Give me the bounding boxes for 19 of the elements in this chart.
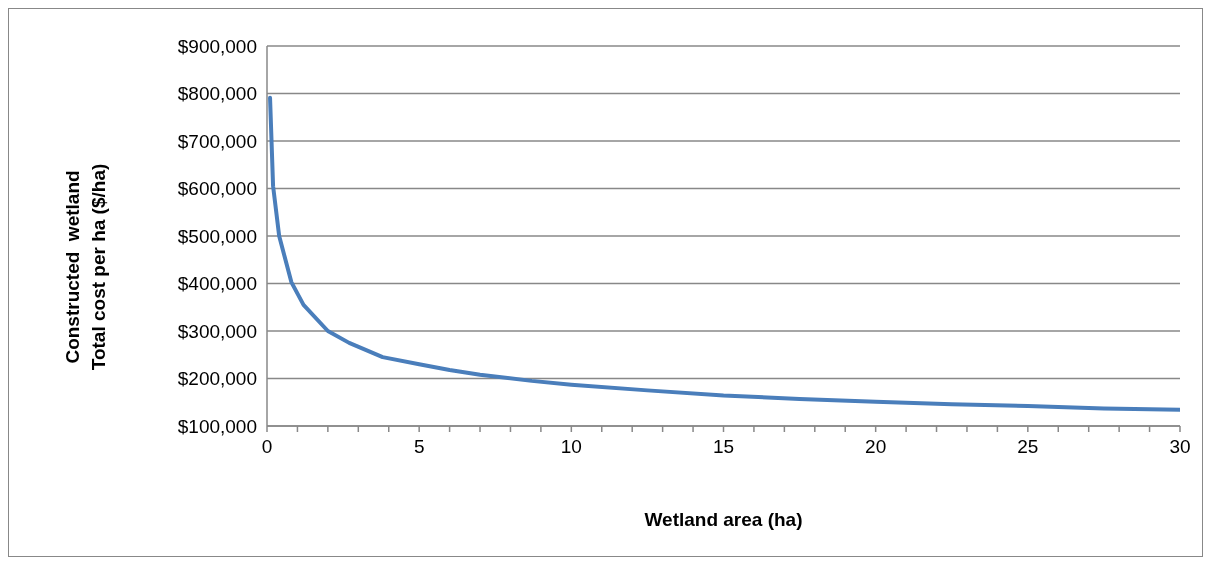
x-tick-label: 5: [413, 436, 425, 458]
y-tick-label: $500,000: [177, 225, 257, 247]
y-tick-label: $300,000: [177, 320, 257, 342]
y-tick-label: $200,000: [177, 368, 257, 390]
x-tick-label: 0: [261, 436, 273, 458]
y-tick-label: $400,000: [177, 273, 257, 295]
x-tick-label: 25: [1017, 436, 1039, 458]
x-tick-label: 30: [1169, 436, 1191, 458]
x-tick-label: 15: [712, 436, 735, 458]
y-tick-label: $100,000: [177, 415, 257, 437]
x-tick-label: 10: [560, 436, 582, 458]
y-tick-label: $900,000: [177, 35, 257, 57]
x-axis-title: Wetland area (ha): [644, 509, 803, 530]
y-axis-title: Constructed wetland Total cost per ha ($/ha): [62, 163, 109, 371]
y-tick-label: $700,000: [177, 130, 257, 152]
x-tick-label: 20: [865, 436, 887, 458]
line-series: [268, 95, 1180, 412]
y-tick-label: $800,000: [177, 83, 257, 105]
y-tick-label: $600,000: [177, 178, 257, 200]
